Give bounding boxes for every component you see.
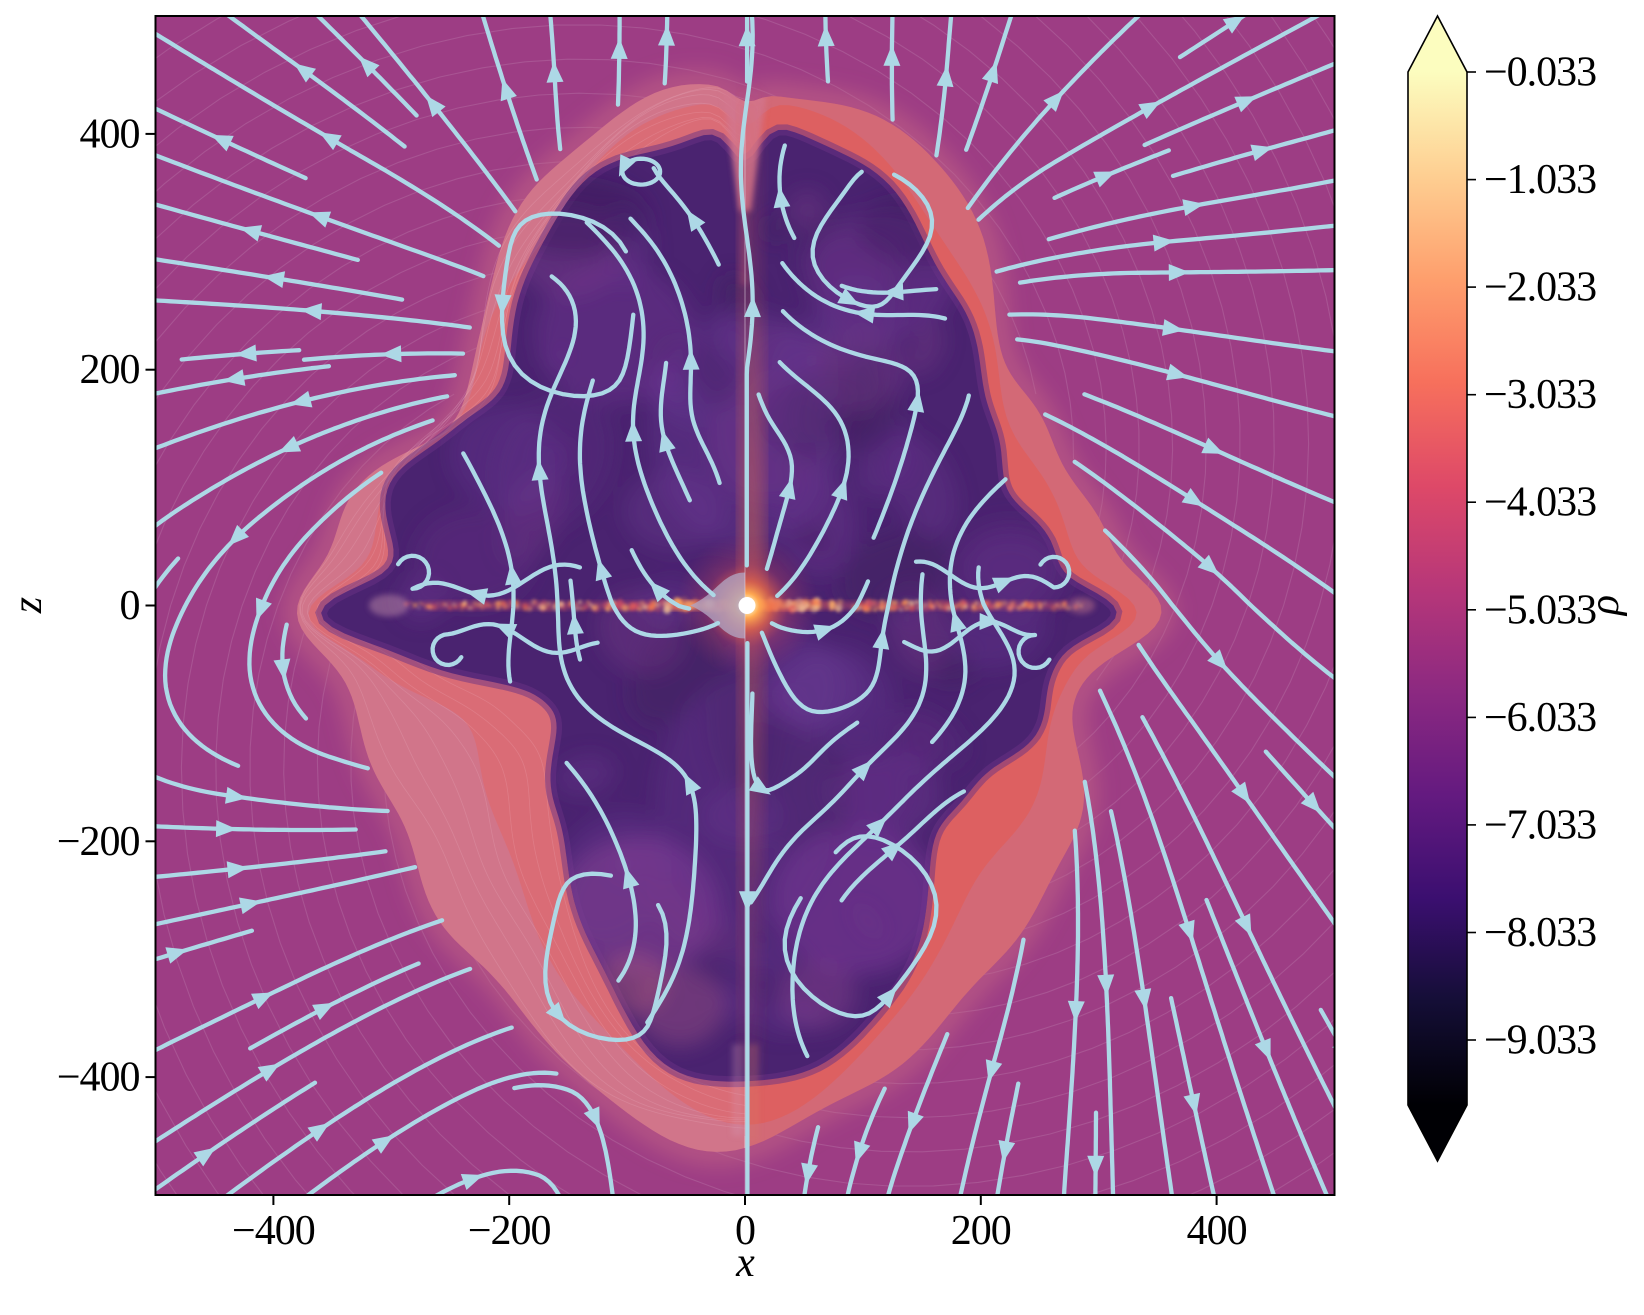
svg-text:−9.033: −9.033 xyxy=(1484,1018,1596,1064)
svg-text:z: z xyxy=(5,597,51,614)
svg-text:400: 400 xyxy=(1187,1208,1247,1254)
svg-text:−7.033: −7.033 xyxy=(1484,802,1596,848)
svg-text:−4.033: −4.033 xyxy=(1484,480,1596,526)
svg-text:−400: −400 xyxy=(57,1055,140,1101)
svg-text:400: 400 xyxy=(80,111,140,157)
svg-text:−5.033: −5.033 xyxy=(1484,587,1596,633)
svg-text:200: 200 xyxy=(951,1208,1011,1254)
svg-text:−200: −200 xyxy=(57,819,140,865)
svg-text:0: 0 xyxy=(120,583,140,629)
svg-text:−400: −400 xyxy=(232,1208,315,1254)
svg-text:ρ: ρ xyxy=(1582,596,1628,617)
svg-text:x: x xyxy=(735,1240,755,1286)
svg-text:−0.033: −0.033 xyxy=(1484,50,1596,96)
svg-text:−8.033: −8.033 xyxy=(1484,910,1596,956)
svg-text:200: 200 xyxy=(80,347,140,393)
svg-text:0: 0 xyxy=(735,1208,755,1254)
svg-text:−3.033: −3.033 xyxy=(1484,372,1596,418)
svg-text:−2.033: −2.033 xyxy=(1484,265,1596,311)
svg-text:−6.033: −6.033 xyxy=(1484,695,1596,741)
svg-text:−200: −200 xyxy=(468,1208,551,1254)
svg-text:−1.033: −1.033 xyxy=(1484,157,1596,203)
